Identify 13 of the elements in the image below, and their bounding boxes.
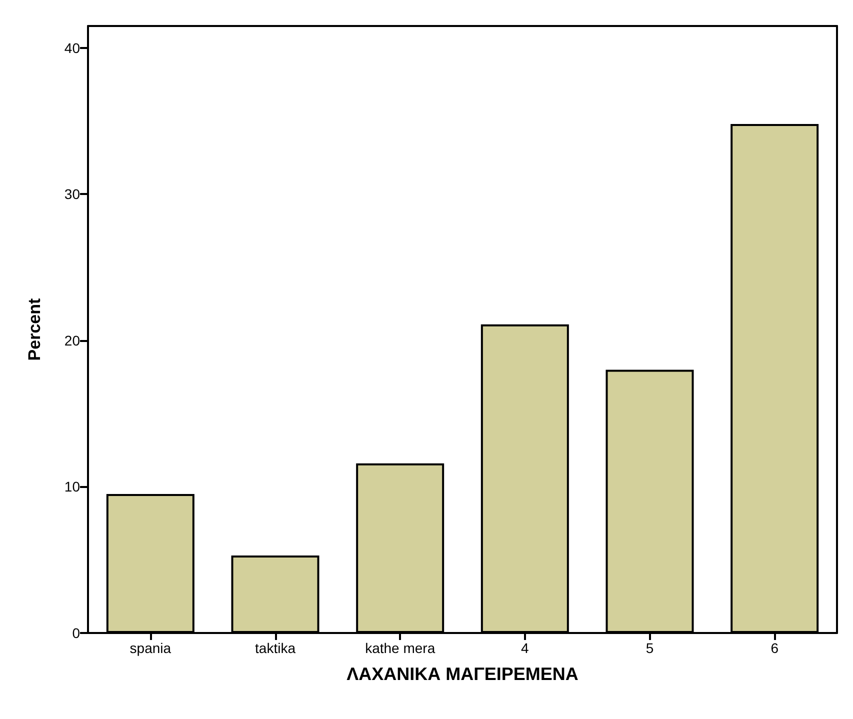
y-tick-label: 30: [64, 186, 80, 202]
x-tick-label: taktika: [255, 640, 296, 656]
x-tick-label: kathe mera: [365, 640, 436, 656]
x-tick-label: 4: [521, 640, 530, 656]
y-axis-title: Percent: [25, 298, 44, 361]
x-axis-title: ΛΑΧΑΝΙΚΑ ΜΑΓΕΙΡΕΜΕΝΑ: [346, 664, 578, 684]
y-tick-label: 40: [64, 40, 80, 56]
x-tick-label: spania: [130, 640, 172, 656]
y-tick-label: 10: [64, 478, 80, 495]
x-tick-label: 6: [770, 640, 779, 656]
x-tick-label: 5: [646, 640, 654, 656]
y-tick-label: 20: [64, 332, 80, 348]
y-tick-label: 0: [72, 625, 80, 641]
